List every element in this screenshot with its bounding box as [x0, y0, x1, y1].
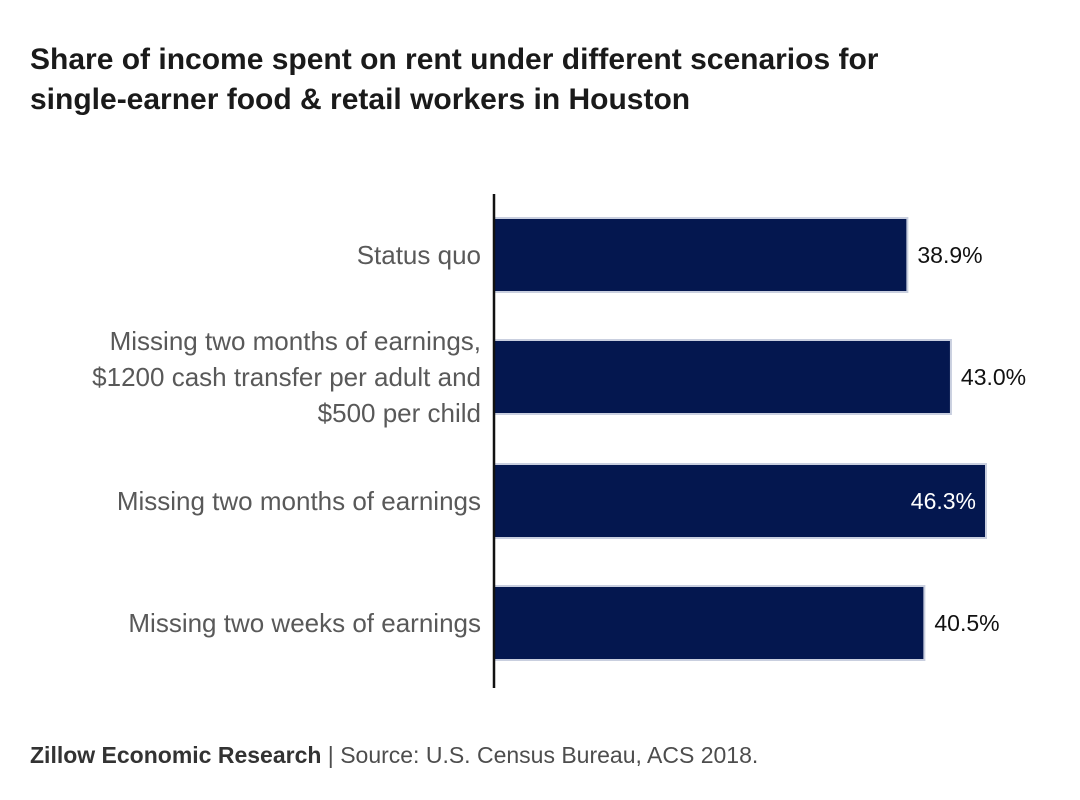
category-label-1: Status quo: [357, 240, 481, 270]
category-label-4: Missing two weeks of earnings: [128, 608, 481, 638]
value-label-2: 43.0%: [961, 364, 1026, 390]
chart-footer: Zillow Economic Research | Source: U.S. …: [30, 742, 758, 769]
category-label-4-line-1: Missing two weeks of earnings: [128, 608, 481, 638]
category-label-2-line-1: Missing two months of earnings,: [110, 326, 481, 356]
bar-3: [493, 463, 987, 539]
bar-chart: 38.9% Status quo 43.0% Missing two months o…: [92, 194, 1026, 688]
category-label-3: Missing two months of earnings: [117, 486, 481, 516]
category-label-2-line-2: $1200 cash transfer per adult and: [92, 362, 481, 392]
chart-title: Share of income spent on rent under diff…: [30, 40, 1030, 120]
value-label-4: 40.5%: [934, 610, 999, 636]
footer-separator: |: [321, 742, 341, 768]
category-label-3-line-1: Missing two months of earnings: [117, 486, 481, 516]
bar-1: [493, 217, 909, 293]
category-label-2: Missing two months of earnings, $1200 cas…: [92, 326, 481, 428]
category-label-1-line-1: Status quo: [357, 240, 481, 270]
value-label-1: 38.9%: [917, 242, 982, 268]
bar-4: [493, 585, 926, 661]
bar-2: [493, 339, 952, 415]
footer-organization: Zillow Economic Research: [30, 742, 322, 768]
chart-title-line-1: Share of income spent on rent under diff…: [30, 43, 879, 76]
footer-source: Source: U.S. Census Bureau, ACS 2018.: [340, 742, 759, 768]
category-label-2-line-3: $500 per child: [318, 398, 481, 428]
value-label-3: 46.3%: [911, 488, 976, 514]
chart-title-line-2: single-earner food & retail workers in H…: [30, 83, 691, 116]
